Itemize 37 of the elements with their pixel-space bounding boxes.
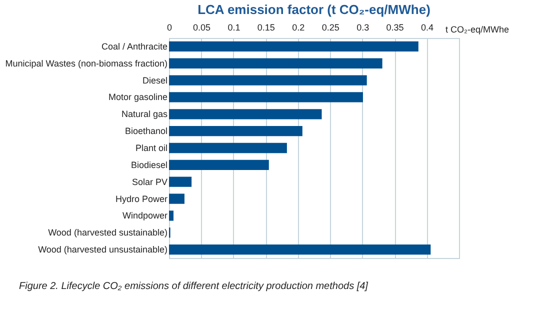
y-tick-label: Diesel — [142, 75, 168, 86]
x-tick-label: 0.3 — [356, 22, 370, 32]
bar — [169, 92, 363, 102]
y-tick-label: Motor gasoline — [108, 92, 168, 102]
x-tick-label: 0.35 — [386, 22, 404, 32]
y-tick-label: Windpower — [122, 210, 168, 221]
x-tick-label: 0.2 — [292, 22, 305, 32]
y-tick-label: Coal / Anthracite — [101, 41, 168, 52]
bar — [169, 194, 184, 204]
x-tick-label: 0.25 — [322, 22, 340, 32]
bar — [169, 160, 269, 170]
chart-title: LCA emission factor (t CO₂-eq/MWhe) — [198, 2, 430, 17]
x-tick-label: 0 — [166, 22, 172, 32]
x-tick-label: 0.4 — [421, 22, 434, 32]
bar — [169, 244, 431, 255]
bar — [169, 41, 418, 52]
caption: Figure 2. Lifecycle CO₂ emissions of different electricity production methods [4] — [19, 281, 368, 292]
y-tick-label: Hydro Power — [115, 194, 168, 204]
y-tick-label: Biodiesel — [130, 160, 168, 170]
bar — [169, 210, 174, 221]
bar — [169, 58, 382, 68]
y-tick-label: Natural gas — [121, 109, 168, 120]
x-tick-label: 0.15 — [257, 22, 275, 32]
bar — [169, 176, 192, 187]
y-tick-label: Bioethanol — [124, 126, 168, 136]
y-tick-label: Wood (harvested unsustainable) — [38, 244, 168, 255]
x-tick-label: 0.1 — [228, 22, 240, 32]
x-tick-label: 0.05 — [192, 22, 210, 32]
y-tick-label: Wood (harvested sustainable) — [48, 228, 168, 238]
x-axis-title: t CO₂-eq/MWhe — [446, 24, 510, 34]
bar — [169, 126, 302, 136]
bar — [169, 142, 287, 154]
bar — [169, 75, 367, 86]
bar — [169, 109, 322, 120]
y-tick-label: Solar PV — [132, 176, 168, 187]
y-tick-label: Municipal Wastes (non-biomass fraction) — [5, 58, 168, 68]
y-tick-label: Plant oil — [135, 143, 168, 153]
